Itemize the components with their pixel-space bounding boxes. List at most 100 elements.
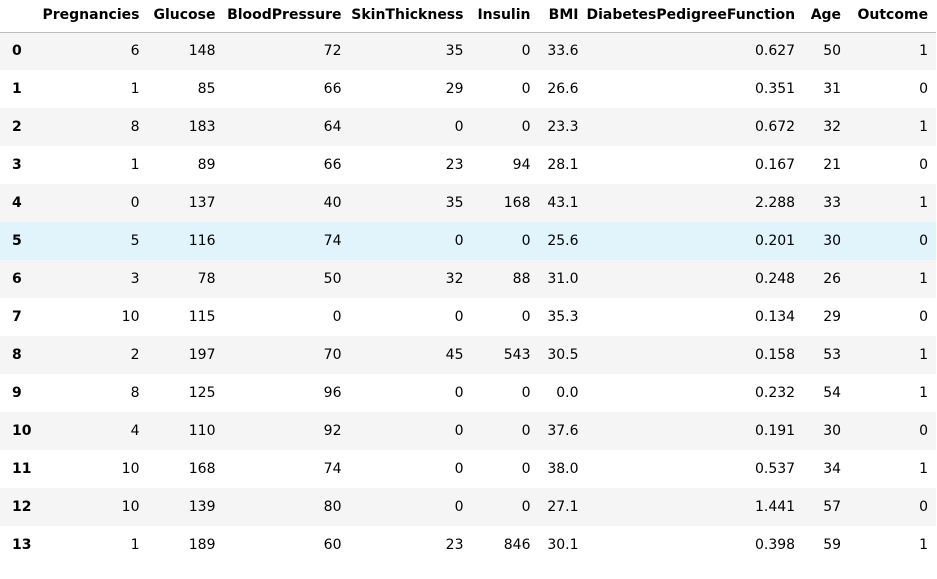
table-cell: 2.288 bbox=[754, 194, 796, 211]
table-cell: 0 bbox=[521, 498, 531, 515]
column-header: Pregnancies bbox=[39, 0, 148, 33]
table-row[interactable]: 9 8 125 96 0 0 0.0 0.232 54 1 bbox=[0, 374, 937, 412]
table-cell: 4 bbox=[130, 422, 140, 439]
table-cell: 50 bbox=[823, 42, 842, 59]
table-row[interactable]: 2 8 183 64 0 0 23.3 0.672 32 1 bbox=[0, 108, 937, 146]
table-cell: 0 bbox=[454, 118, 464, 135]
header-row: Pregnancies Glucose BloodPressure SkinThick… bbox=[0, 0, 937, 33]
table-cell: 137 bbox=[188, 194, 216, 211]
column-header: Insulin bbox=[471, 0, 539, 33]
table-cell: 5 bbox=[130, 232, 140, 249]
row-index: 9 bbox=[12, 384, 22, 401]
table-cell: 0 bbox=[521, 232, 531, 249]
row-index: 7 bbox=[12, 308, 22, 325]
table-row[interactable]: 6 3 78 50 32 88 31.0 0.248 26 1 bbox=[0, 260, 937, 298]
table-cell: 0 bbox=[521, 422, 531, 439]
table-cell: 23 bbox=[445, 536, 464, 553]
dataframe-table: Pregnancies Glucose BloodPressure SkinThick… bbox=[0, 0, 937, 564]
table-cell: 125 bbox=[188, 384, 216, 401]
table-cell: 38.0 bbox=[547, 460, 579, 477]
table-cell: 1 bbox=[919, 194, 929, 211]
table-cell: 0 bbox=[454, 308, 464, 325]
column-header: SkinThickness bbox=[349, 0, 472, 33]
table-cell: 183 bbox=[188, 118, 216, 135]
table-cell: 66 bbox=[323, 80, 342, 97]
table-cell: 31 bbox=[823, 80, 842, 97]
table-cell: 0.167 bbox=[754, 156, 796, 173]
table-row[interactable]: 12 10 139 80 0 0 27.1 1.441 57 0 bbox=[0, 488, 937, 526]
table-row[interactable]: 3 1 89 66 23 94 28.1 0.167 21 0 bbox=[0, 146, 937, 184]
table-cell: 33.6 bbox=[547, 42, 579, 59]
table-cell: 30 bbox=[823, 232, 842, 249]
table-cell: 1 bbox=[919, 118, 929, 135]
row-index: 2 bbox=[12, 118, 22, 135]
table-cell: 0.134 bbox=[754, 308, 796, 325]
table-row[interactable]: 13 1 189 60 23 846 30.1 0.398 59 1 bbox=[0, 526, 937, 564]
table-cell: 32 bbox=[823, 118, 842, 135]
column-header: Age bbox=[803, 0, 850, 33]
table-row[interactable]: 1 1 85 66 29 0 26.6 0.351 31 0 bbox=[0, 70, 937, 108]
table-cell: 33 bbox=[823, 194, 842, 211]
row-index: 1 bbox=[12, 80, 22, 97]
table-cell: 0.232 bbox=[754, 384, 796, 401]
table-cell: 8 bbox=[130, 118, 140, 135]
table-header: Pregnancies Glucose BloodPressure SkinThick… bbox=[0, 0, 937, 33]
table-cell: 168 bbox=[503, 194, 531, 211]
table-cell: 0 bbox=[919, 80, 929, 97]
table-cell: 74 bbox=[323, 232, 342, 249]
row-index: 11 bbox=[12, 460, 32, 477]
table-cell: 30.1 bbox=[547, 536, 579, 553]
table-cell: 846 bbox=[503, 536, 531, 553]
table-cell: 0.201 bbox=[754, 232, 796, 249]
table-cell: 0.537 bbox=[754, 460, 796, 477]
table-row[interactable]: 11 10 168 74 0 0 38.0 0.537 34 1 bbox=[0, 450, 937, 488]
table-cell: 54 bbox=[823, 384, 842, 401]
table-cell: 92 bbox=[323, 422, 342, 439]
table-cell: 96 bbox=[323, 384, 342, 401]
table-cell: 0 bbox=[521, 384, 531, 401]
row-index: 12 bbox=[12, 498, 32, 515]
row-index: 10 bbox=[12, 422, 32, 439]
table-cell: 21 bbox=[823, 156, 842, 173]
table-row[interactable]: 4 0 137 40 35 168 43.1 2.288 33 1 bbox=[0, 184, 937, 222]
table-row[interactable]: 7 10 115 0 0 0 35.3 0.134 29 0 bbox=[0, 298, 937, 336]
table-cell: 6 bbox=[130, 42, 140, 59]
table-cell: 1 bbox=[919, 536, 929, 553]
table-cell: 0 bbox=[521, 308, 531, 325]
table-cell: 0 bbox=[332, 308, 342, 325]
table-cell: 30 bbox=[823, 422, 842, 439]
table-row[interactable]: 8 2 197 70 45 543 30.5 0.158 53 1 bbox=[0, 336, 937, 374]
table-cell: 0 bbox=[521, 460, 531, 477]
row-index: 5 bbox=[12, 232, 22, 249]
table-cell: 1 bbox=[919, 42, 929, 59]
table-row[interactable]: 10 4 110 92 0 0 37.6 0.191 30 0 bbox=[0, 412, 937, 450]
table-cell: 0 bbox=[454, 422, 464, 439]
table-cell: 0 bbox=[521, 118, 531, 135]
column-header: BMI bbox=[538, 0, 587, 33]
table-row[interactable]: 0 6 148 72 35 0 33.6 0.627 50 1 bbox=[0, 32, 937, 70]
table-cell: 25.6 bbox=[547, 232, 579, 249]
table-cell: 0 bbox=[919, 498, 929, 515]
table-cell: 148 bbox=[188, 42, 216, 59]
table-cell: 1 bbox=[130, 80, 140, 97]
column-header: BloodPressure bbox=[223, 0, 350, 33]
table-cell: 0 bbox=[919, 232, 929, 249]
table-cell: 0 bbox=[919, 308, 929, 325]
table-cell: 0 bbox=[521, 42, 531, 59]
table-cell: 110 bbox=[188, 422, 216, 439]
table-cell: 72 bbox=[323, 42, 342, 59]
table-cell: 57 bbox=[823, 498, 842, 515]
table-cell: 189 bbox=[188, 536, 216, 553]
table-body: 0 6 148 72 35 0 33.6 0.627 50 1 1 1 85 66 29 0 26.6 0.351… bbox=[0, 32, 937, 564]
table-cell: 53 bbox=[823, 346, 842, 363]
table-cell: 26.6 bbox=[547, 80, 579, 97]
row-index: 0 bbox=[12, 42, 22, 59]
table-cell: 116 bbox=[188, 232, 216, 249]
table-row[interactable]: 5 5 116 74 0 0 25.6 0.201 30 0 bbox=[0, 222, 937, 260]
index-header bbox=[0, 0, 40, 33]
table-cell: 66 bbox=[323, 156, 342, 173]
row-index: 4 bbox=[12, 194, 22, 211]
table-cell: 10 bbox=[121, 460, 140, 477]
table-cell: 8 bbox=[130, 384, 140, 401]
